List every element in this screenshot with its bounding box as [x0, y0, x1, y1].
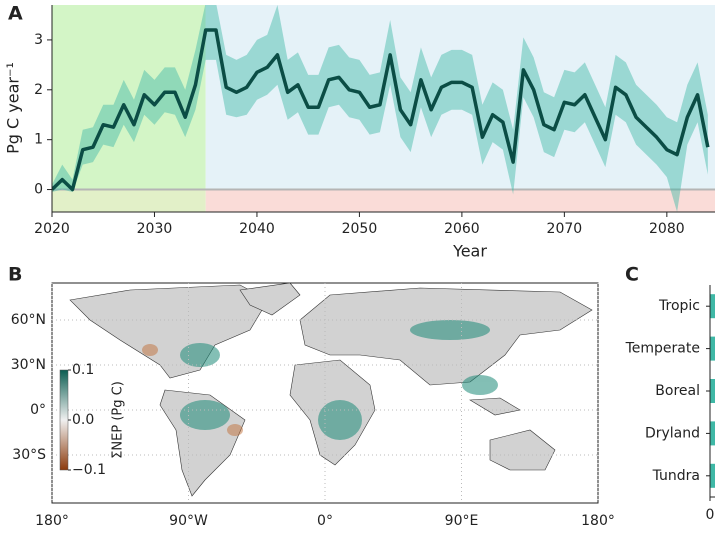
panel-b: 180° 90°W 0° 90°E 180° 60°N 30°N 0° 30°S 0.1 0.0 −0…	[8, 264, 615, 530]
patch	[227, 424, 243, 436]
panel-label: B	[8, 264, 22, 286]
x-tick-label: 2070	[547, 221, 583, 237]
y-tick-label: Tundra	[652, 468, 700, 484]
x-tick-label: 90°E	[445, 513, 479, 529]
panel-label: A	[8, 3, 23, 25]
y-tick-label: 1	[34, 132, 43, 148]
bar-stub	[710, 294, 715, 319]
period-below	[52, 189, 206, 212]
y-tick-label: 3	[34, 32, 43, 48]
y-tick-label: 30°S	[12, 447, 46, 463]
panel-c: Tropic Temperate Boreal Dryland Tundra 0 C	[625, 264, 715, 523]
x-tick-label: 2080	[649, 221, 685, 237]
x-tick-label: 2020	[34, 221, 70, 237]
australia	[489, 429, 556, 471]
line	[52, 28, 710, 192]
x-tick-label: 2050	[342, 221, 378, 237]
greenland	[239, 282, 301, 316]
patch	[180, 400, 230, 430]
x-axis-label: Year	[452, 242, 487, 261]
period-below	[205, 189, 715, 212]
nep-patches	[180, 320, 498, 440]
y-tick-label: 2	[34, 82, 43, 98]
y-axis-label: Pg C year⁻¹	[4, 62, 23, 154]
x-tick-label: 2040	[239, 221, 275, 237]
y-tick-label: Boreal	[655, 383, 700, 399]
patch	[410, 320, 490, 340]
y-tick-label: Temperate	[625, 341, 700, 357]
nep-patches-negative	[142, 344, 243, 436]
x-tick-label: 180°	[35, 513, 69, 529]
y-tick-label: Dryland	[645, 425, 700, 441]
period-above	[205, 5, 715, 190]
colorbar-label: ΣNEP (Pg C)	[111, 381, 126, 459]
x-tick-label: 0	[706, 507, 715, 523]
x-tick-label: 2030	[137, 221, 173, 237]
uncertainty-band	[52, 5, 708, 212]
bar-stub	[710, 379, 715, 403]
patch	[462, 375, 498, 395]
y-tick-label: 0	[34, 182, 43, 198]
panel-a: 2020 2030 2040 2050 2060 2070 2080 0 1 2 3 Year Pg C…	[4, 3, 715, 261]
y-tick-label: 60°N	[11, 312, 46, 328]
patch	[180, 343, 220, 367]
y-tick-label: 30°N	[11, 357, 46, 373]
x-tick-label: 0°	[317, 513, 333, 529]
period-above	[52, 5, 206, 190]
colorbar-tick-label: −0.1	[72, 462, 106, 478]
bar-stub	[710, 463, 715, 488]
x-tick-label: 90°W	[169, 513, 208, 529]
patch	[142, 344, 158, 356]
x-tick-label: 180°	[581, 513, 615, 529]
colorbar-tick-label: 0.1	[72, 362, 94, 378]
x-tick-label: 2060	[444, 221, 480, 237]
colorbar-tick-label: 0.0	[72, 412, 94, 428]
colorbar	[59, 369, 69, 471]
panel-label: C	[625, 264, 639, 286]
bar-stub	[710, 336, 715, 361]
plot-area	[52, 5, 715, 212]
y-tick-label: 0°	[30, 402, 46, 418]
bar-stub	[710, 421, 715, 446]
y-tick-label: Tropic	[658, 298, 700, 314]
